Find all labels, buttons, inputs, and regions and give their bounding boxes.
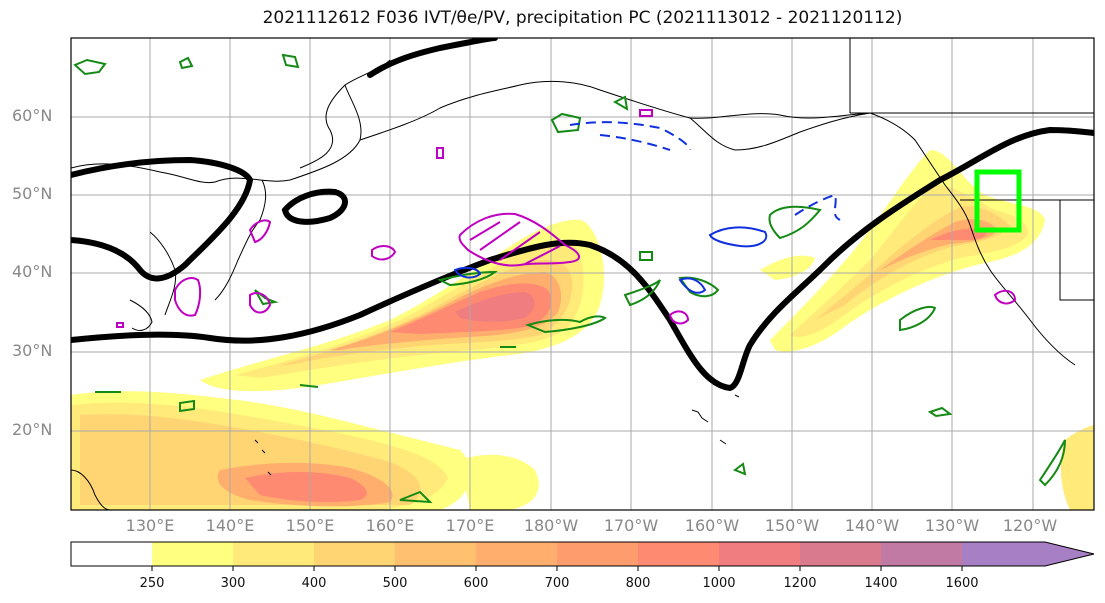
colorbar-tick-1000: 1000	[702, 576, 736, 591]
colorbar-tick-1600: 1600	[945, 576, 979, 591]
lon-label-180w: 180°W	[523, 516, 579, 535]
colorbar-tick-800: 800	[625, 576, 651, 591]
lat-label-60n: 60°N	[12, 106, 53, 125]
colorbar-tick-1200: 1200	[783, 576, 817, 591]
colorbar-tick-600: 600	[463, 576, 489, 591]
colorbar-tick-1400: 1400	[864, 576, 898, 591]
lon-label-120w: 120°W	[1002, 516, 1058, 535]
lat-label-20n: 20°N	[12, 420, 53, 439]
lat-label-40n: 40°N	[12, 262, 53, 281]
lon-label-170e: 170°E	[445, 516, 495, 535]
pv-contour	[71, 38, 1094, 392]
colorbar	[70, 541, 1095, 571]
colorbar-tick-250: 250	[139, 576, 165, 591]
lon-label-150w: 150°W	[764, 516, 820, 535]
target-box	[974, 169, 1022, 233]
lon-label-140e: 140°E	[205, 516, 255, 535]
ivt-tropical-band	[71, 391, 539, 510]
blue-contours	[453, 121, 841, 294]
magenta-contours	[116, 109, 1017, 328]
coastlines	[71, 38, 1094, 510]
colorbar-tick-700: 700	[544, 576, 570, 591]
lat-label-30n: 30°N	[12, 341, 53, 360]
lon-label-130e: 130°E	[125, 516, 175, 535]
lon-label-130w: 130°W	[924, 516, 980, 535]
lon-label-140w: 140°W	[844, 516, 900, 535]
colorbar-tick-400: 400	[301, 576, 327, 591]
map-title: 2021112612 F036 IVT/θe/PV, precipitation…	[262, 8, 903, 28]
ivt-shading	[200, 219, 605, 392]
map-frame	[70, 37, 1095, 511]
graticule	[71, 38, 1094, 510]
colorbar-tick-500: 500	[382, 576, 408, 591]
map-area	[71, 38, 1094, 510]
lon-label-160e: 160°E	[365, 516, 415, 535]
lon-label-160w: 160°W	[684, 516, 740, 535]
lat-label-50n: 50°N	[12, 184, 53, 203]
lon-label-150e: 150°E	[285, 516, 335, 535]
theta-e-contours	[73, 53, 1066, 504]
lon-label-170w: 170°W	[603, 516, 659, 535]
colorbar-tick-300: 300	[220, 576, 246, 591]
